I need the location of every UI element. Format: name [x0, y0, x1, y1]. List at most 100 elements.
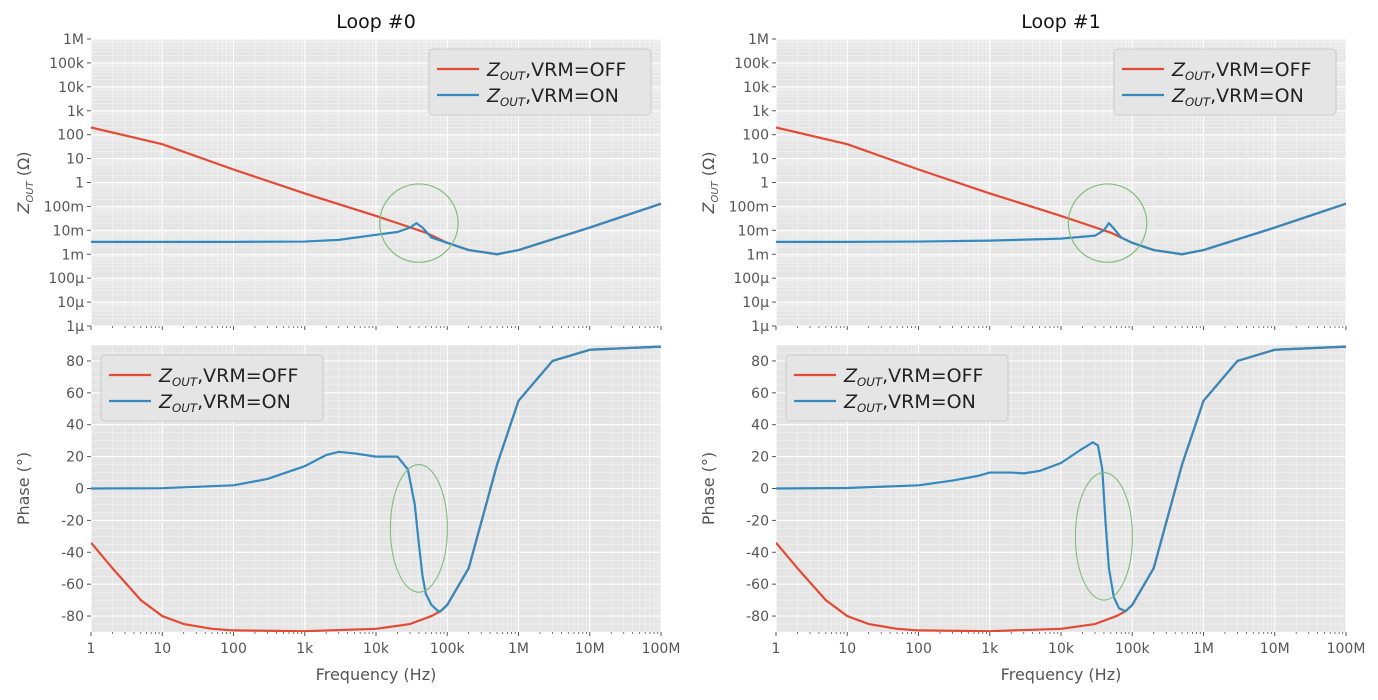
y-tick-label: 60: [66, 386, 84, 402]
y-tick-label: -80: [61, 609, 84, 625]
y-tick-label: 1k: [67, 104, 85, 120]
y-tick-label: 100µ: [48, 271, 84, 287]
annotation-circle: [1067, 183, 1148, 263]
y-tick-label: -80: [746, 609, 769, 625]
phase-plot-left: 1 10 100 1k 10k 100k 1M 10M 100M -80 -60 -40 -20 0 20 4…: [14, 344, 681, 657]
y-tick-label: 10µ: [57, 295, 84, 311]
y-axis-label: ZOUT (Ω): [14, 152, 36, 215]
x-tick-label: 1: [87, 641, 96, 657]
title-loop-0: Loop #0: [336, 11, 416, 33]
x-tick-label: 100M: [1327, 641, 1366, 657]
y-tick-label: -40: [746, 545, 769, 561]
y-tick-label: 100µ: [733, 271, 769, 287]
x-tick-label: 10k: [363, 641, 390, 657]
y-tick-label: 1M: [748, 32, 769, 48]
legend-label-vrm-on: ZOUT,VRM=ON: [1171, 85, 1304, 109]
legend-label-vrm-on: ZOUT,VRM=ON: [486, 85, 619, 109]
y-tick-label: 100: [57, 128, 84, 144]
x-tick-label: 10: [153, 641, 171, 657]
y-tick-label: 1: [760, 176, 769, 192]
legend-box: [100, 354, 324, 422]
y-tick-label: 100k: [734, 56, 770, 72]
x-tick-label: 1M: [1193, 641, 1214, 657]
y-tick-label: 80: [751, 354, 769, 370]
y-tick-label: 0: [760, 482, 769, 498]
phase-plot-right: 1 10 100 1k 10k 100k 1M 10M 100M -80 -60 -40 -20 0 20 4…: [699, 344, 1366, 657]
annotation-ellipse: [1074, 472, 1133, 601]
legend-box: [1113, 48, 1337, 116]
x-tick-label: 100: [905, 641, 932, 657]
y-tick-label: 10m: [53, 223, 84, 239]
x-tick-label: 100k: [1115, 641, 1151, 657]
y-tick-label: -60: [61, 577, 84, 593]
y-tick-label: 1M: [63, 32, 84, 48]
series-line-vrm-on: [91, 202, 661, 256]
x-tick-label: 1k: [296, 641, 314, 657]
y-tick-label: -20: [746, 513, 769, 529]
y-axis-label: Phase (°): [14, 452, 33, 525]
legend-label-vrm-off: ZOUT,VRM=OFF: [486, 59, 626, 83]
y-tick-label: 0: [75, 482, 84, 498]
x-tick-label: 10M: [575, 641, 605, 657]
series-line-vrm-on: [91, 345, 661, 613]
legend-label-vrm-off: ZOUT,VRM=OFF: [1171, 59, 1311, 83]
legend-label-vrm-on: ZOUT,VRM=ON: [158, 391, 291, 415]
x-axis-label-left: Frequency (Hz): [316, 665, 437, 684]
annotation-circle: [379, 183, 459, 263]
x-tick-label: 100k: [430, 641, 466, 657]
x-tick-label: 100M: [642, 641, 681, 657]
series-line-vrm-on: [776, 202, 1346, 256]
legend-label-vrm-off: ZOUT,VRM=OFF: [158, 365, 298, 389]
magnitude-plot-left: 1µ 10µ 100µ 1m 10m 100m 1 10 100 1k 10k 100k 1M ZOUT …: [14, 32, 662, 335]
y-tick-label: -60: [746, 577, 769, 593]
x-tick-label: 100: [220, 641, 247, 657]
y-tick-label: 100m: [44, 199, 84, 215]
y-tick-label: 60: [751, 386, 769, 402]
y-tick-label: 20: [751, 450, 769, 466]
y-tick-label: 10: [751, 152, 769, 168]
y-tick-label: 40: [66, 418, 84, 434]
y-tick-label: -40: [61, 545, 84, 561]
y-tick-label: 40: [751, 418, 769, 434]
x-tick-label: 1: [772, 641, 781, 657]
x-axis-label-right: Frequency (Hz): [1001, 665, 1122, 684]
legend-label-vrm-off: ZOUT,VRM=OFF: [843, 365, 983, 389]
y-tick-label: 1: [75, 176, 84, 192]
y-tick-label: 20: [66, 450, 84, 466]
y-tick-label: 1µ: [66, 319, 84, 335]
y-tick-label: 10k: [58, 80, 85, 96]
y-tick-label: 1m: [61, 247, 84, 263]
y-axis-label: Phase (°): [699, 452, 718, 525]
y-tick-label: 100k: [49, 56, 85, 72]
y-axis-label: ZOUT (Ω): [699, 152, 721, 215]
legend-box: [785, 354, 1009, 422]
series-line-vrm-on: [776, 345, 1346, 613]
x-tick-label: 1M: [508, 641, 529, 657]
y-tick-label: 80: [66, 354, 84, 370]
legend-label-vrm-on: ZOUT,VRM=ON: [843, 391, 976, 415]
x-tick-label: 10M: [1260, 641, 1290, 657]
y-tick-label: 100m: [729, 199, 769, 215]
title-loop-1: Loop #1: [1021, 11, 1101, 33]
y-tick-label: -20: [61, 513, 84, 529]
legend-box: [428, 48, 652, 116]
x-tick-label: 1k: [981, 641, 999, 657]
y-tick-label: 1µ: [751, 319, 769, 335]
annotation-ellipse: [389, 464, 448, 593]
y-tick-label: 100: [742, 128, 769, 144]
y-tick-label: 10m: [738, 223, 769, 239]
y-tick-label: 10k: [743, 80, 770, 96]
y-tick-label: 1m: [746, 247, 769, 263]
magnitude-plot-right: 1µ 10µ 100µ 1m 10m 100m 1 10 100 1k 10k 100k 1M ZOUT …: [699, 32, 1347, 335]
y-tick-label: 10: [66, 152, 84, 168]
x-tick-label: 10k: [1048, 641, 1075, 657]
x-tick-label: 10: [838, 641, 856, 657]
y-tick-label: 10µ: [742, 295, 769, 311]
y-tick-label: 1k: [752, 104, 770, 120]
